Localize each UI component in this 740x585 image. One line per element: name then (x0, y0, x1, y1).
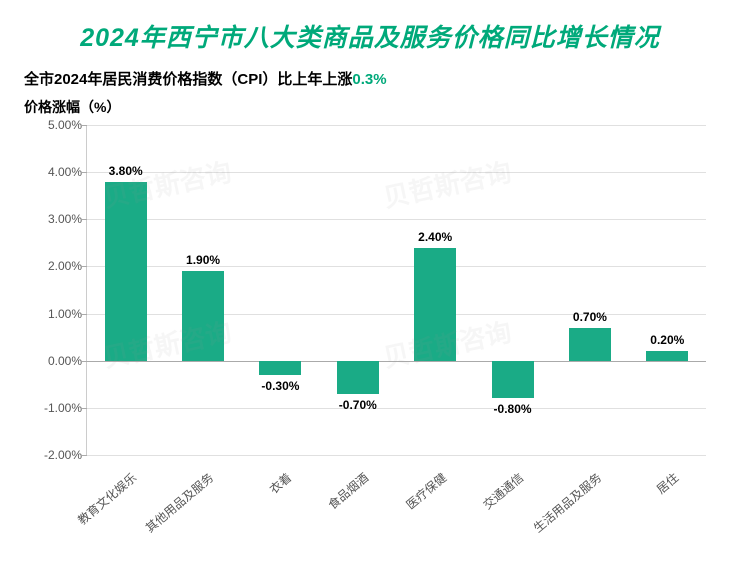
bar-value-label: 2.40% (418, 230, 452, 244)
bar-value-label: 0.70% (573, 310, 607, 324)
x-axis-category-label: 医疗保健 (402, 469, 450, 513)
bar-group: 3.80% (87, 125, 164, 455)
bar-group: 2.40% (397, 125, 474, 455)
ytick-label: 4.00% (26, 165, 82, 179)
ytick-label: -1.00% (26, 401, 82, 415)
bar-group: 0.20% (629, 125, 706, 455)
bar (259, 361, 301, 375)
x-axis-category-label: 交通通信 (479, 469, 527, 513)
ytick-label: 2.00% (26, 259, 82, 273)
x-axis-category-label: 其他用品及服务 (142, 469, 217, 536)
x-axis-category-label: 生活用品及服务 (529, 469, 604, 536)
bar-group: -0.70% (319, 125, 396, 455)
plot-region: 3.80% 1.90% -0.30% -0.70% 2.40% -0.80% 0.70% 0.… (86, 125, 706, 455)
bar (414, 248, 456, 361)
x-axis-category-label: 衣着 (265, 469, 294, 497)
bar (105, 182, 147, 361)
y-axis-label: 价格涨幅（%） (22, 97, 718, 117)
bar (492, 361, 534, 399)
ytick-mark (82, 455, 87, 456)
bar-group: 0.70% (551, 125, 628, 455)
bar-value-label: 1.90% (186, 253, 220, 267)
ytick-label: -2.00% (26, 448, 82, 462)
chart-title: 2024年西宁市八大类商品及服务价格同比增长情况 (22, 18, 718, 54)
bar (646, 351, 688, 360)
chart-area: 3.80% 1.90% -0.30% -0.70% 2.40% -0.80% 0.70% 0.… (22, 125, 718, 545)
ytick-label: 5.00% (26, 118, 82, 132)
bar (569, 328, 611, 361)
x-axis-category-label: 教育文化娱乐 (74, 469, 140, 528)
bar-value-label: -0.30% (261, 379, 299, 393)
subtitle-highlight: 0.3% (352, 71, 386, 88)
bar-value-label: -0.70% (339, 398, 377, 412)
bar-value-label: 3.80% (109, 164, 143, 178)
bar (182, 271, 224, 361)
bar-value-label: -0.80% (494, 402, 532, 416)
x-axis-category-label: 居住 (653, 469, 682, 497)
bar-group: 1.90% (164, 125, 241, 455)
bar (337, 361, 379, 394)
subtitle-prefix: 全市2024年居民消费价格指数（CPI）比上年上涨 (24, 71, 352, 88)
ytick-label: 0.00% (26, 354, 82, 368)
bar-value-label: 0.20% (650, 333, 684, 347)
bar-group: -0.30% (242, 125, 319, 455)
chart-container: 2024年西宁市八大类商品及服务价格同比增长情况 全市2024年居民消费价格指数… (0, 0, 740, 585)
chart-subtitle: 全市2024年居民消费价格指数（CPI）比上年上涨0.3% (22, 68, 718, 89)
x-axis-labels: 教育文化娱乐其他用品及服务衣着食品烟酒医疗保健交通通信生活用品及服务居住 (86, 461, 706, 541)
ytick-label: 1.00% (26, 307, 82, 321)
x-axis-category-label: 食品烟酒 (324, 469, 372, 513)
bar-group: -0.80% (474, 125, 551, 455)
ytick-label: 3.00% (26, 212, 82, 226)
grid-line (87, 455, 706, 456)
